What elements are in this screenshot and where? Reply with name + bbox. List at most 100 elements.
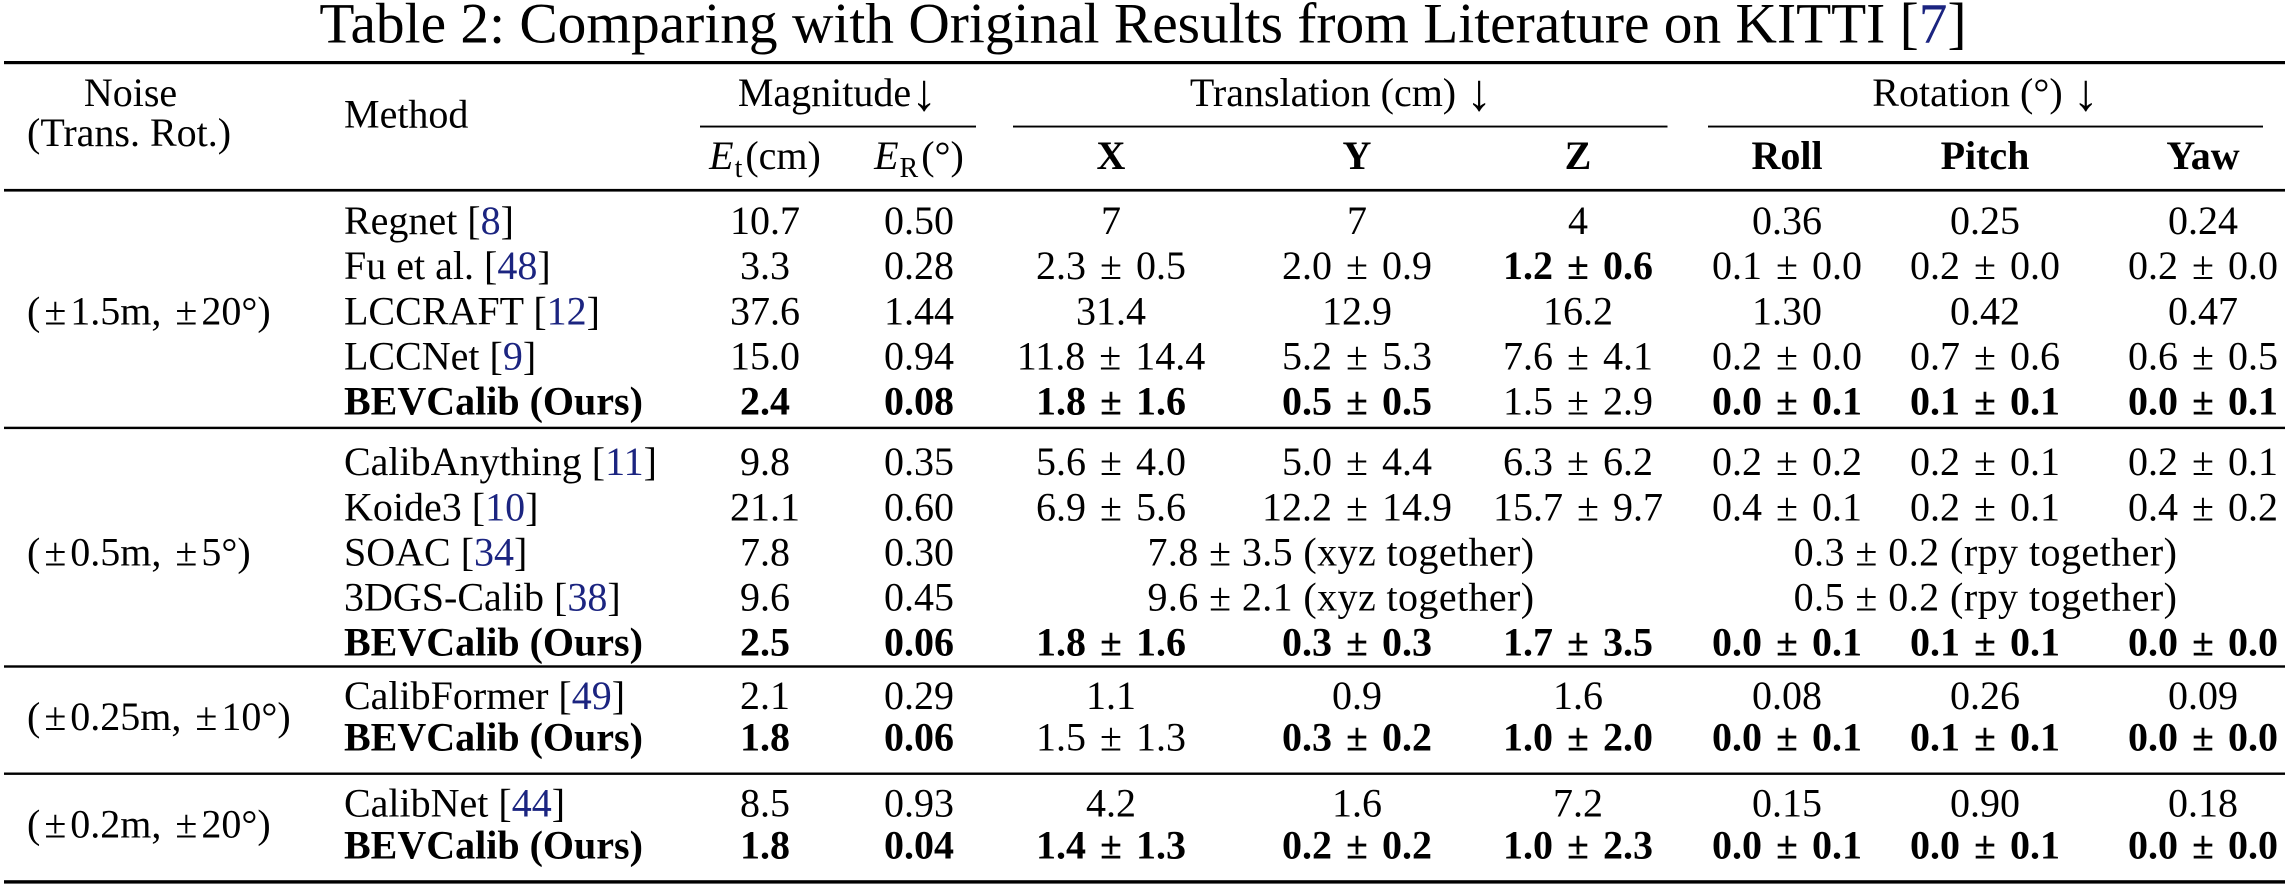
svg-text:0.45: 0.45: [884, 575, 954, 620]
svg-text:15.0: 15.0: [730, 334, 800, 379]
svg-text:Table 2: Comparing with Origin: Table 2: Comparing with Original Results…: [319, 0, 1966, 56]
svg-text:LCCNet [9]: LCCNet [9]: [344, 334, 536, 379]
svg-text:1.6: 1.6: [1332, 781, 1382, 826]
svg-text:0.9: 0.9: [1332, 673, 1382, 718]
svg-text:0.36: 0.36: [1752, 198, 1822, 243]
svg-text:2.4: 2.4: [740, 378, 790, 423]
svg-text:1.44: 1.44: [884, 288, 954, 333]
svg-text:9.8: 9.8: [740, 439, 790, 484]
svg-text:7: 7: [1101, 198, 1121, 243]
svg-text:0.5 ± 0.2 (rpy together): 0.5 ± 0.2 (rpy together): [1794, 575, 2178, 620]
svg-text:0.26: 0.26: [1950, 673, 2020, 718]
svg-text:0.2 ± 0.2: 0.2 ± 0.2: [1282, 822, 1432, 867]
svg-text:0.2 ± 0.1: 0.2 ± 0.1: [1910, 439, 2060, 484]
svg-text:Pitch: Pitch: [1941, 133, 2030, 178]
svg-text:1.0 ± 2.0: 1.0 ± 2.0: [1503, 715, 1653, 760]
svg-text:Yaw: Yaw: [2166, 133, 2239, 178]
svg-text:7.2: 7.2: [1553, 781, 1603, 826]
svg-text:Fu et al. [48]: Fu et al. [48]: [344, 243, 551, 288]
svg-text:0.47: 0.47: [2168, 288, 2238, 333]
svg-text:SOAC [34]: SOAC [34]: [344, 529, 527, 574]
svg-text:X: X: [1097, 133, 1126, 178]
svg-text:1.7 ± 3.5: 1.7 ± 3.5: [1503, 620, 1653, 665]
svg-text:CalibAnything [11]: CalibAnything [11]: [344, 439, 657, 484]
svg-text:1.6: 1.6: [1553, 673, 1603, 718]
svg-text:0.42: 0.42: [1950, 288, 2020, 333]
svg-text:0.0 ± 0.1: 0.0 ± 0.1: [1712, 715, 1862, 760]
svg-text:1.2 ± 0.6: 1.2 ± 0.6: [1503, 243, 1653, 288]
svg-text:4: 4: [1568, 198, 1588, 243]
svg-text:7.8 ± 3.5 (xyz together): 7.8 ± 3.5 (xyz together): [1147, 529, 1534, 574]
svg-text:(±0.25m, ±10°): (±0.25m, ±10°): [27, 694, 291, 739]
svg-text:0.0 ± 0.0: 0.0 ± 0.0: [2128, 822, 2278, 867]
svg-text:0.2 ± 0.0: 0.2 ± 0.0: [1910, 243, 2060, 288]
svg-text:0.1 ± 0.1: 0.1 ± 0.1: [1910, 620, 2060, 665]
svg-text:0.18: 0.18: [2168, 781, 2238, 826]
svg-text:0.25: 0.25: [1950, 198, 2020, 243]
svg-text:0.15: 0.15: [1752, 781, 1822, 826]
svg-text:Et(cm): Et(cm): [708, 133, 821, 184]
svg-text:(±0.5m, ±5°): (±0.5m, ±5°): [27, 529, 251, 574]
svg-text:0.0 ± 0.1: 0.0 ± 0.1: [2128, 378, 2278, 423]
svg-text:0.90: 0.90: [1950, 781, 2020, 826]
svg-text:0.2 ± 0.0: 0.2 ± 0.0: [2128, 243, 2278, 288]
svg-text:9.6 ± 2.1 (xyz together): 9.6 ± 2.1 (xyz together): [1147, 575, 1534, 620]
svg-text:0.06: 0.06: [884, 620, 954, 665]
svg-text:10.7: 10.7: [730, 198, 800, 243]
svg-text:0.0 ± 0.1: 0.0 ± 0.1: [1712, 822, 1862, 867]
svg-text:0.0 ± 0.0: 0.0 ± 0.0: [2128, 715, 2278, 760]
svg-text:0.0 ± 0.1: 0.0 ± 0.1: [1910, 822, 2060, 867]
svg-text:3.3: 3.3: [740, 243, 790, 288]
svg-text:0.7 ± 0.6: 0.7 ± 0.6: [1910, 334, 2060, 379]
svg-text:Roll: Roll: [1751, 133, 1822, 178]
svg-text:6.3 ± 6.2: 6.3 ± 6.2: [1503, 439, 1653, 484]
svg-text:0.04: 0.04: [884, 822, 954, 867]
svg-text:Regnet [8]: Regnet [8]: [344, 198, 514, 243]
svg-text:0.0 ± 0.1: 0.0 ± 0.1: [1712, 620, 1862, 665]
svg-text:0.2 ± 0.1: 0.2 ± 0.1: [1910, 484, 2060, 529]
svg-text:5.6 ± 4.0: 5.6 ± 4.0: [1036, 439, 1186, 484]
svg-text:Translation (cm) ↓: Translation (cm) ↓: [1190, 65, 1492, 122]
svg-text:0.1 ± 0.0: 0.1 ± 0.0: [1712, 243, 1862, 288]
svg-text:12.2 ± 14.9: 12.2 ± 14.9: [1262, 484, 1452, 529]
svg-text:0.0 ± 0.0: 0.0 ± 0.0: [2128, 620, 2278, 665]
svg-text:0.08: 0.08: [884, 378, 954, 423]
svg-text:1.4 ± 1.3: 1.4 ± 1.3: [1036, 822, 1186, 867]
svg-text:ER(°): ER(°): [873, 133, 964, 184]
svg-text:1.0 ± 2.3: 1.0 ± 2.3: [1503, 822, 1653, 867]
svg-text:0.94: 0.94: [884, 334, 954, 379]
svg-text:CalibFormer [49]: CalibFormer [49]: [344, 673, 625, 718]
svg-text:1.1: 1.1: [1086, 673, 1136, 718]
svg-text:Noise: Noise: [84, 70, 177, 115]
svg-text:31.4: 31.4: [1076, 288, 1146, 333]
svg-text:0.93: 0.93: [884, 781, 954, 826]
svg-text:5.0 ± 4.4: 5.0 ± 4.4: [1282, 439, 1432, 484]
svg-text:Method: Method: [344, 92, 468, 137]
svg-text:(Trans. Rot.): (Trans. Rot.): [27, 110, 231, 155]
svg-text:BEVCalib (Ours): BEVCalib (Ours): [344, 378, 643, 423]
svg-text:0.0 ± 0.1: 0.0 ± 0.1: [1712, 378, 1862, 423]
svg-text:1.5 ± 2.9: 1.5 ± 2.9: [1503, 378, 1653, 423]
svg-text:2.3 ± 0.5: 2.3 ± 0.5: [1036, 243, 1186, 288]
svg-text:16.2: 16.2: [1543, 288, 1613, 333]
svg-text:0.35: 0.35: [884, 439, 954, 484]
svg-text:Rotation (°) ↓: Rotation (°) ↓: [1872, 65, 2098, 122]
svg-text:5.2 ± 5.3: 5.2 ± 5.3: [1282, 334, 1432, 379]
svg-text:BEVCalib (Ours): BEVCalib (Ours): [344, 715, 643, 760]
svg-text:0.30: 0.30: [884, 529, 954, 574]
svg-text:0.1 ± 0.1: 0.1 ± 0.1: [1910, 378, 2060, 423]
svg-text:1.8 ± 1.6: 1.8 ± 1.6: [1036, 378, 1186, 423]
svg-text:0.5 ± 0.5: 0.5 ± 0.5: [1282, 378, 1432, 423]
svg-text:6.9 ± 5.6: 6.9 ± 5.6: [1036, 484, 1186, 529]
svg-text:Magnitude↓: Magnitude↓: [738, 65, 937, 122]
svg-text:1.5 ± 1.3: 1.5 ± 1.3: [1036, 715, 1186, 760]
svg-text:2.5: 2.5: [740, 620, 790, 665]
svg-text:Z: Z: [1565, 133, 1592, 178]
svg-text:7.6 ± 4.1: 7.6 ± 4.1: [1503, 334, 1653, 379]
svg-text:0.1 ± 0.1: 0.1 ± 0.1: [1910, 715, 2060, 760]
svg-text:0.2 ± 0.2: 0.2 ± 0.2: [1712, 439, 1862, 484]
svg-text:Koide3 [10]: Koide3 [10]: [344, 484, 538, 529]
svg-text:0.4 ± 0.2: 0.4 ± 0.2: [2128, 484, 2278, 529]
svg-text:CalibNet [44]: CalibNet [44]: [344, 781, 565, 826]
svg-text:21.1: 21.1: [730, 484, 800, 529]
